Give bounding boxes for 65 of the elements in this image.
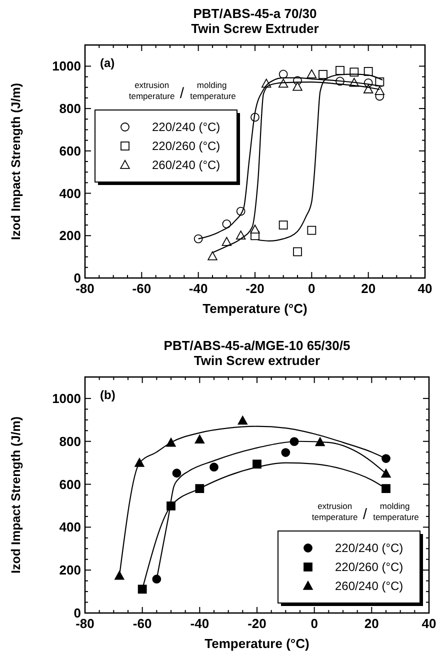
point xyxy=(222,236,232,246)
chart-subtitle: Twin Screw extruder xyxy=(194,353,320,368)
x-axis-title: Temperature (°C) xyxy=(204,636,310,651)
point xyxy=(250,224,260,234)
y-tick-label: 200 xyxy=(59,228,81,244)
point xyxy=(292,82,302,91)
x-tick-label: -20 xyxy=(248,616,266,631)
y-tick-label: 800 xyxy=(59,101,81,116)
x-tick-label: -60 xyxy=(132,616,152,631)
x-tick-label: -40 xyxy=(190,616,210,631)
x-tick-label: 40 xyxy=(422,616,436,631)
x-axis-title: Temperature (°C) xyxy=(202,301,308,316)
chart-title: PBT/ABS-45-a 70/30 xyxy=(193,6,317,21)
point xyxy=(138,584,147,594)
y-tick-label: 1000 xyxy=(52,390,81,406)
legend-label: 260/240 (°C) xyxy=(335,579,404,593)
y-tick-label: 600 xyxy=(59,143,81,158)
legend-label: 220/240 (°C) xyxy=(152,120,220,134)
y-tick-label: 800 xyxy=(59,434,81,449)
point xyxy=(194,234,203,244)
point xyxy=(374,86,385,96)
point xyxy=(252,460,262,469)
x-tick-label: 20 xyxy=(364,616,379,631)
point xyxy=(382,454,390,463)
annotation: (b) xyxy=(100,388,116,402)
y-tick-label: 400 xyxy=(59,520,81,535)
point xyxy=(381,468,391,478)
chart-title: PBT/ABS-45-a/MGE-10 65/30/5 xyxy=(164,338,350,353)
y-tick-label: 0 xyxy=(74,270,81,286)
legend-label: 220/240 (°C) xyxy=(335,541,404,555)
point xyxy=(336,66,344,75)
point xyxy=(307,226,316,235)
x-tick-label: -40 xyxy=(188,281,208,296)
x-tick-label: 20 xyxy=(361,281,376,296)
point xyxy=(382,484,390,494)
point xyxy=(238,416,248,425)
point xyxy=(293,247,302,256)
y-axis-title: Izod Impact Strength (J/m) xyxy=(9,416,23,574)
point xyxy=(172,468,182,478)
y-tick-label: 1000 xyxy=(52,58,81,74)
point xyxy=(208,251,218,260)
point xyxy=(194,434,205,444)
x-tick-label: 0 xyxy=(310,616,318,631)
point xyxy=(363,84,374,94)
chart-subtitle: Twin Screw Extruder xyxy=(191,21,319,36)
x-tick-label: -20 xyxy=(246,281,264,296)
y-tick-label: 600 xyxy=(59,476,81,492)
annotation: (a) xyxy=(100,56,115,70)
x-tick-label: 0 xyxy=(308,281,316,296)
x-tick-label: 40 xyxy=(418,281,432,296)
point xyxy=(281,448,290,457)
legend-label: 220/260 (°C) xyxy=(152,139,220,153)
x-tick-label: -60 xyxy=(132,281,152,296)
point xyxy=(152,574,162,584)
point xyxy=(278,220,288,230)
y-tick-label: 400 xyxy=(59,186,81,201)
point xyxy=(278,70,288,79)
point xyxy=(318,70,328,79)
legend-label: 220/260 (°C) xyxy=(335,560,404,574)
y-axis-title: Izod Impact Strength (J/m) xyxy=(9,83,23,240)
legend-label: 260/240 (°C) xyxy=(152,158,220,172)
y-tick-label: 0 xyxy=(74,606,81,620)
y-tick-label: 200 xyxy=(59,562,81,578)
point xyxy=(306,69,317,78)
point xyxy=(210,462,218,472)
